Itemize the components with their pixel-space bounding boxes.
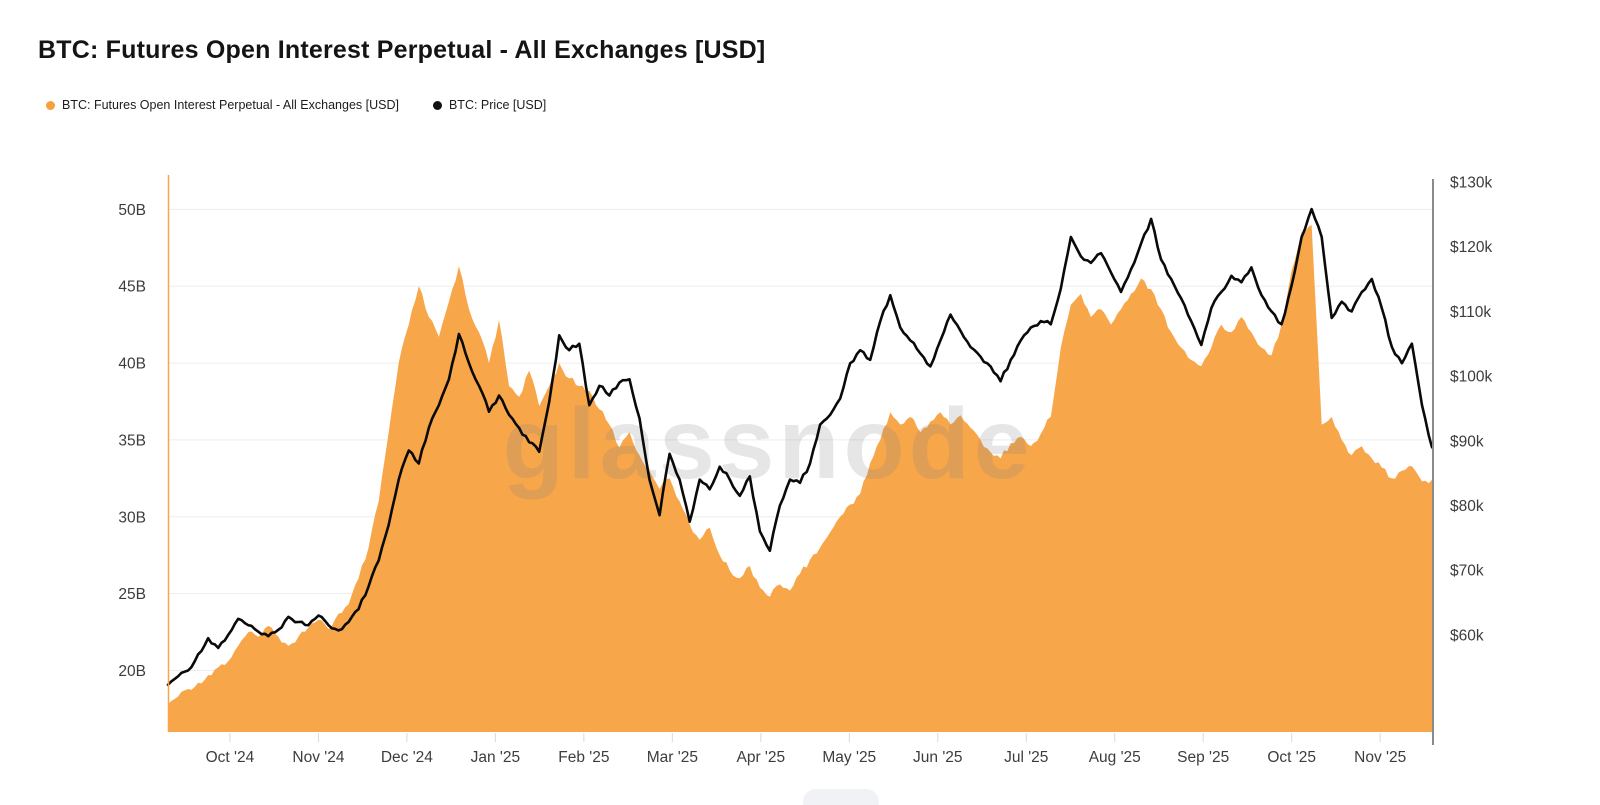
left-axis-labels: 20B 25B 30B 35B 40B 45B 50B [118, 202, 146, 680]
page-title: BTC: Futures Open Interest Perpetual - A… [38, 36, 766, 64]
svg-text:Jul '25: Jul '25 [1004, 749, 1048, 766]
open-interest-area-series [168, 224, 1432, 732]
svg-text:Jan '25: Jan '25 [471, 749, 521, 766]
svg-text:35B: 35B [118, 432, 146, 449]
svg-text:May '25: May '25 [822, 749, 876, 766]
svg-text:45B: 45B [118, 279, 146, 296]
svg-text:Sep '25: Sep '25 [1177, 749, 1229, 766]
svg-text:40B: 40B [118, 356, 146, 373]
svg-text:Dec '24: Dec '24 [381, 749, 433, 766]
legend-label-price: BTC: Price [USD] [448, 98, 547, 112]
legend-dot-price-icon [432, 100, 442, 110]
svg-text:25B: 25B [118, 586, 146, 603]
svg-text:30B: 30B [118, 509, 146, 526]
glassnode-watermark: glassnode [503, 388, 1034, 500]
right-axis-labels: $60k $70k $80k $90k $100k $110k $120k $130k [1450, 174, 1492, 644]
svg-text:$90k: $90k [1450, 433, 1484, 450]
legend: BTC: Futures Open Interest Perpetual - A… [46, 98, 546, 112]
legend-label-open-interest: BTC: Futures Open Interest Perpetual - A… [62, 98, 399, 112]
svg-text:50B: 50B [118, 202, 146, 219]
svg-text:Apr '25: Apr '25 [736, 749, 785, 766]
legend-item-price[interactable]: BTC: Price [USD] [432, 98, 547, 112]
legend-item-open-interest[interactable]: BTC: Futures Open Interest Perpetual - A… [46, 98, 399, 112]
svg-text:$80k: $80k [1450, 498, 1484, 515]
svg-text:$70k: $70k [1450, 563, 1484, 580]
svg-text:Jun '25: Jun '25 [913, 749, 963, 766]
svg-text:Oct '24: Oct '24 [206, 749, 255, 766]
svg-text:20B: 20B [118, 663, 146, 680]
svg-text:Aug '25: Aug '25 [1089, 749, 1141, 766]
svg-text:$110k: $110k [1450, 304, 1491, 321]
legend-dot-open-interest-icon [46, 100, 55, 110]
x-axis-ticks [229, 733, 1381, 742]
svg-text:Oct '25: Oct '25 [1267, 749, 1316, 766]
svg-text:$100k: $100k [1450, 369, 1492, 386]
x-axis-labels: Oct '24 Nov '24 Dec '24 Jan '25 Feb '25 Mar '… [206, 749, 1407, 766]
svg-text:Feb '25: Feb '25 [558, 749, 609, 766]
svg-text:$60k: $60k [1450, 627, 1484, 644]
svg-text:$120k: $120k [1450, 239, 1492, 256]
bottom-center-control [803, 789, 879, 805]
svg-text:$130k: $130k [1450, 174, 1492, 191]
svg-text:Nov '24: Nov '24 [292, 749, 344, 766]
svg-text:Mar '25: Mar '25 [647, 749, 698, 766]
price-line-series [166, 207, 1434, 687]
svg-text:Nov '25: Nov '25 [1354, 749, 1406, 766]
